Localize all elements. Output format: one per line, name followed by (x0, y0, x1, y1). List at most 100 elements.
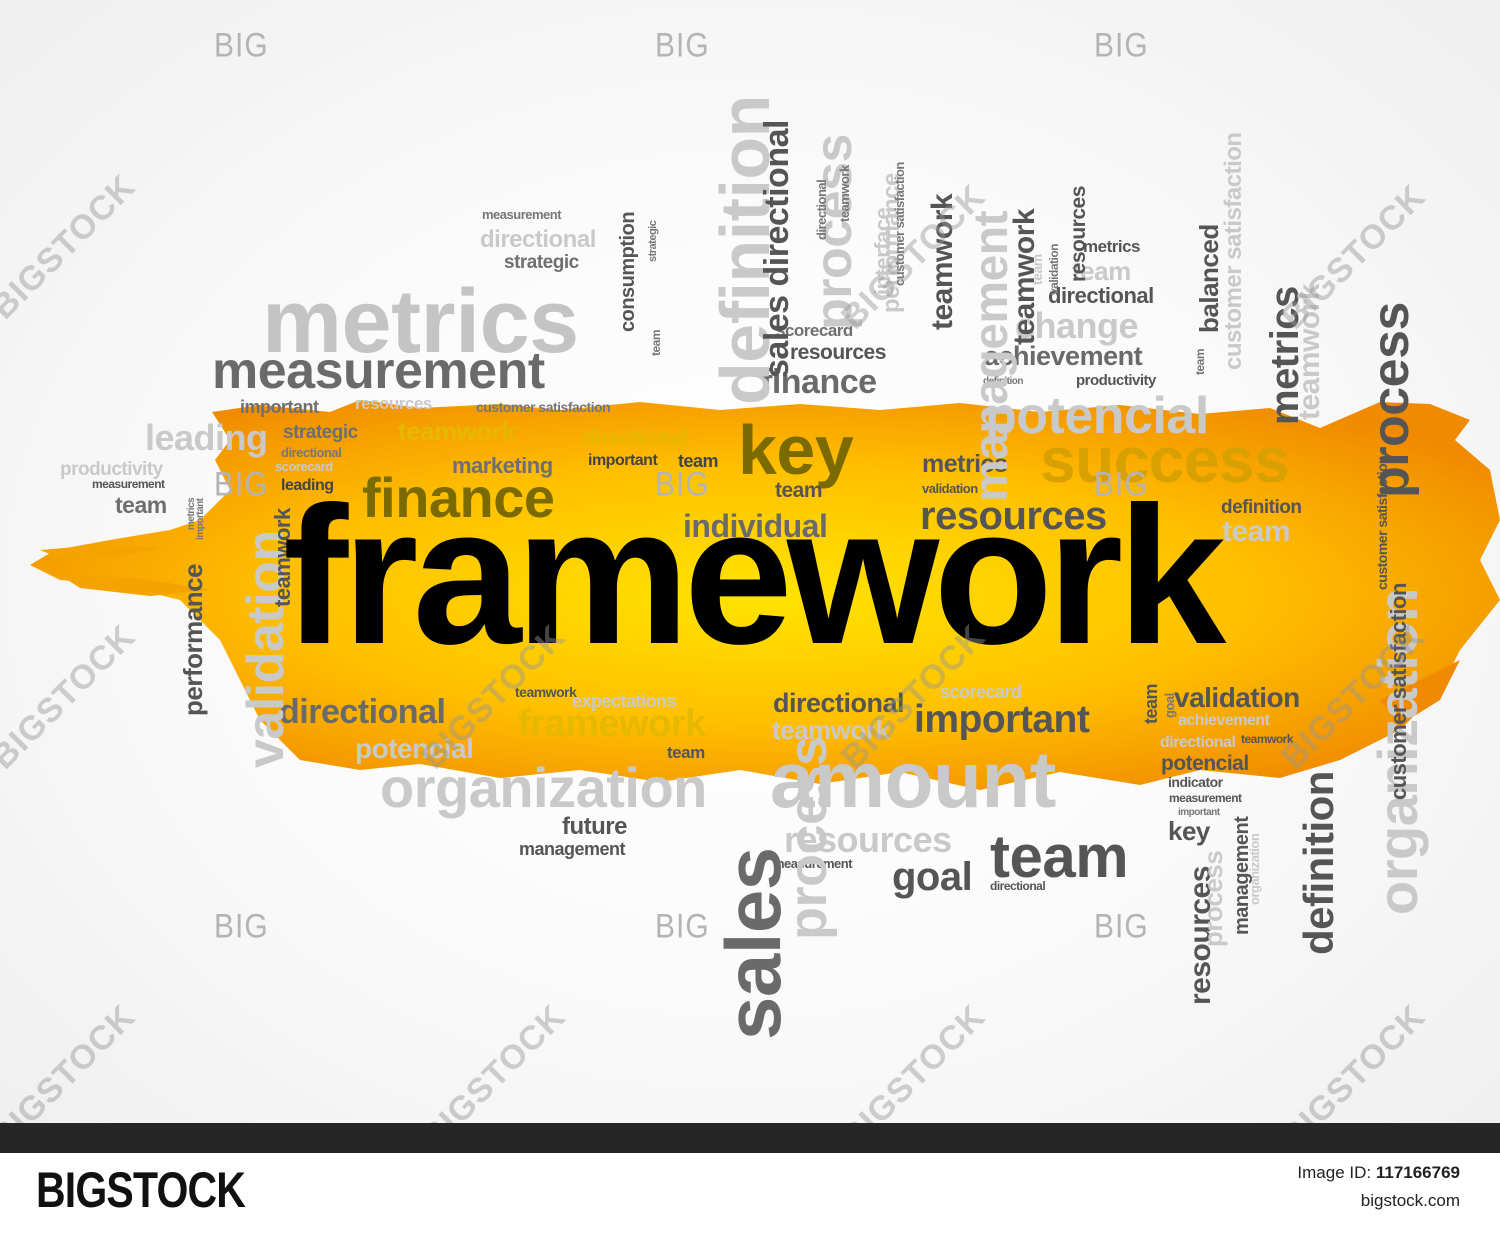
cloud-word: measurement (1169, 791, 1242, 805)
cloud-word: potencial (985, 387, 1209, 445)
cloud-word: productivity (60, 459, 163, 480)
cloud-word: scorecard (776, 321, 853, 340)
cloud-word: team (115, 492, 167, 518)
cloud-word: strategic (504, 252, 579, 273)
cloud-word: definition (1221, 497, 1302, 518)
cloud-word: team (775, 479, 823, 502)
cloud-word-vertical: process (1362, 302, 1420, 498)
cloud-word-vertical: team (649, 329, 663, 356)
cloud-word-vertical: team (1141, 683, 1161, 724)
footer: BIGSTOCK Image ID: 117166769 bigstock.co… (0, 1123, 1500, 1245)
cloud-word: directional (773, 688, 905, 718)
cloud-word: important (914, 698, 1090, 741)
cloud-word-vertical: team (1193, 348, 1207, 375)
cloud-word: potencial (1161, 752, 1249, 775)
image-id-value: 117166769 (1375, 1163, 1460, 1182)
cloud-word: important (240, 397, 319, 417)
watermark-big: BIG (1094, 465, 1149, 504)
cloud-word: resources (355, 394, 432, 413)
cloud-word: metrics (1083, 237, 1140, 256)
cloud-word: team (1222, 515, 1291, 548)
cloud-word-vertical: strategic (647, 220, 659, 262)
cloud-word-vertical: definition (1295, 771, 1342, 955)
cloud-word: directional (279, 693, 446, 731)
watermark-big: BIG (214, 907, 269, 946)
cloud-word: directional (1048, 283, 1154, 308)
cloud-word: finance (362, 466, 555, 529)
cloud-word-vertical: teamwork (837, 165, 852, 222)
cloud-word-vertical: goal (1162, 693, 1177, 718)
cloud-word: team (667, 743, 705, 762)
cloud-word: achievement (984, 341, 1143, 371)
cloud-word: change (1015, 305, 1139, 346)
cloud-word-vertical: sales directional (758, 120, 796, 378)
cloud-word: goal (892, 855, 973, 899)
cloud-word-vertical: process (778, 736, 838, 940)
cloud-word: marketing (452, 453, 553, 478)
cloud-word: finance (761, 363, 877, 401)
cloud-word: leading (281, 477, 334, 494)
cloud-word: productivity (1076, 372, 1156, 389)
cloud-word-vertical: team (1029, 254, 1045, 285)
cloud-word: leading (145, 417, 268, 458)
cloud-word-vertical: process (1198, 850, 1228, 947)
cloud-word: resources (920, 494, 1107, 538)
cloud-word: directional (480, 226, 596, 253)
cloud-word: individual (683, 508, 828, 544)
cloud-word: future (562, 813, 628, 840)
cloud-word: teamwork (772, 715, 890, 745)
watermark-big: BIG (214, 26, 269, 65)
cloud-word-vertical: important (195, 498, 206, 540)
cloud-word: potencial (355, 733, 474, 764)
word-cloud-image: metrics measurement measurement directional… (0, 0, 1500, 1123)
cloud-word: team (1072, 256, 1131, 286)
cloud-word: achievement (1178, 712, 1270, 729)
cloud-word-vertical: customer satisfaction (1220, 132, 1247, 370)
cloud-word-vertical: customer satisfaction (1374, 455, 1390, 590)
cloud-word-vertical: resources (1067, 186, 1090, 282)
cloud-word: directional (281, 445, 342, 460)
cloud-word: key (738, 411, 854, 489)
cloud-word: directional (990, 879, 1046, 893)
cloud-word: measurement (482, 207, 562, 222)
cloud-word: directional (1160, 734, 1236, 751)
watermark-big: BIG (655, 26, 710, 65)
cloud-word: resources (790, 341, 886, 364)
cloud-word-vertical: balanced (1194, 224, 1224, 333)
cloud-word: organization (380, 756, 707, 819)
cloud-word: measurement (212, 342, 545, 400)
site-url[interactable]: bigstock.com (1360, 1191, 1460, 1210)
cloud-word-vertical: directional (814, 179, 829, 240)
image-id: Image ID: 117166769 (1297, 1163, 1460, 1183)
cloud-word: measurement (92, 477, 165, 491)
cloud-word: measurement (773, 856, 853, 871)
watermark-big: BIG (1094, 26, 1149, 65)
cloud-word: validation (922, 481, 978, 496)
cloud-word: customer satisfaction (476, 399, 611, 415)
cloud-word-vertical: consumption (617, 211, 639, 332)
cloud-word: definition (983, 376, 1024, 387)
cloud-word: framework (518, 703, 706, 745)
cloud-word-vertical: performance (178, 564, 208, 716)
watermark-big: BIG (214, 465, 269, 504)
cloud-word: strategic (283, 422, 358, 443)
cloud-word: directional (582, 425, 688, 450)
cloud-word: indicator (1168, 774, 1223, 790)
watermark-big: BIG (655, 465, 710, 504)
cloud-word: amount (770, 735, 1056, 824)
watermark-big: BIG (1094, 907, 1149, 946)
cloud-word-vertical: customer satisfaction (1386, 583, 1411, 800)
bigstock-logo: BIGSTOCK (36, 1162, 246, 1218)
cloud-word: scorecard (275, 459, 333, 474)
cloud-word: teamwork (1241, 732, 1294, 746)
cloud-word: metrics (922, 450, 1008, 478)
cloud-word: validation (1174, 682, 1300, 713)
cloud-word: important (588, 452, 658, 469)
cloud-word: team (678, 451, 719, 471)
cloud-word-vertical: validation (1047, 243, 1061, 295)
cloud-word: management (519, 839, 626, 859)
cloud-word: key (1168, 816, 1210, 846)
cloud-word: important (1178, 807, 1220, 818)
cloud-word: teamwork (515, 684, 577, 700)
orange-brush-stroke (30, 400, 1500, 790)
